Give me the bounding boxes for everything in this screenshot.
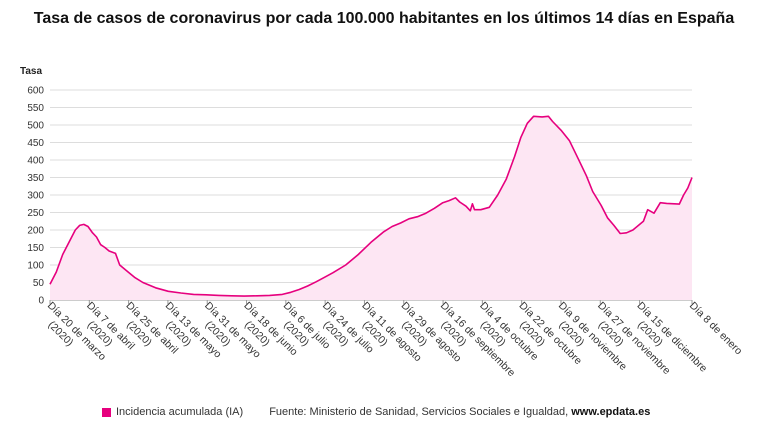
y-axis-label: Tasa bbox=[20, 66, 42, 77]
y-tick-label-600: 600 bbox=[27, 86, 44, 97]
source-note: Fuente: Ministerio de Sanidad, Servicios… bbox=[269, 406, 650, 418]
x-tick-label-line: Día 8 de enero bbox=[687, 300, 745, 358]
y-tick-label-400: 400 bbox=[27, 156, 44, 167]
y-tick-label-100: 100 bbox=[27, 261, 44, 272]
series-line bbox=[49, 115, 693, 297]
y-tick-label-150: 150 bbox=[27, 243, 44, 254]
y-tick-label-500: 500 bbox=[27, 121, 44, 132]
y-axis: 0 50 100 150 200 250 300 350 400 450 500 550 600 bbox=[27, 86, 44, 307]
source-text: Fuente: Ministerio de Sanidad, Servicios… bbox=[269, 406, 572, 418]
x-axis: Día 20 de marzo(2020) Día 7 de abril(2020… bbox=[45, 300, 745, 380]
y-tick-label-450: 450 bbox=[27, 138, 44, 149]
legend-label: Incidencia acumulada (IA) bbox=[116, 406, 244, 418]
area-layer bbox=[49, 115, 693, 300]
chart-title: Tasa de casos de coronavirus por cada 10… bbox=[33, 10, 735, 27]
y-tick-label-0: 0 bbox=[38, 296, 44, 307]
legend-swatch bbox=[102, 407, 111, 417]
y-tick-label-550: 550 bbox=[27, 103, 44, 114]
y-tick-label-50: 50 bbox=[33, 278, 45, 289]
series-area-fill bbox=[50, 116, 692, 300]
y-tick-label-350: 350 bbox=[27, 173, 44, 184]
x-tick-label-16: Día 8 de enero bbox=[687, 300, 745, 358]
y-tick-label-200: 200 bbox=[27, 226, 44, 237]
legend: Incidencia acumulada (IA) Fuente: Minist… bbox=[102, 406, 650, 418]
y-tick-label-300: 300 bbox=[27, 191, 44, 202]
source-link[interactable]: www.epdata.es bbox=[571, 406, 651, 418]
y-tick-label-250: 250 bbox=[27, 208, 44, 219]
